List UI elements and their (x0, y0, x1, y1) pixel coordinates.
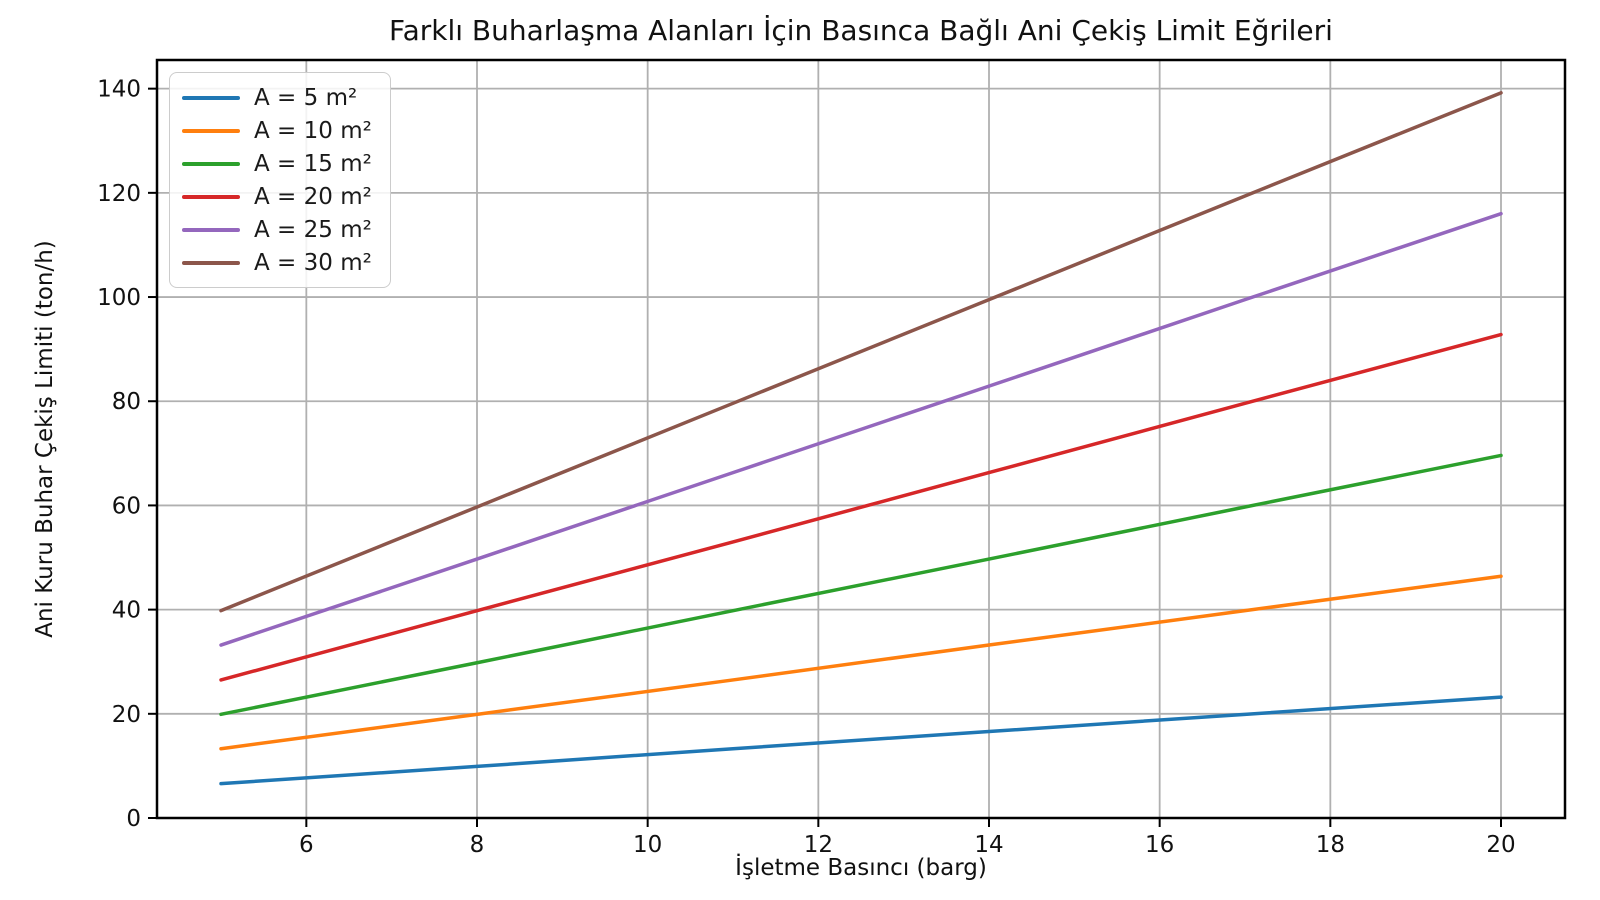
legend-entry: A = 5 m² (182, 81, 372, 114)
x-tick-label: 14 (974, 832, 1003, 858)
x-tick-label: 16 (1145, 832, 1174, 858)
legend-entry: A = 15 m² (182, 147, 372, 180)
legend-label: A = 15 m² (254, 150, 372, 177)
legend-label: A = 30 m² (254, 249, 372, 276)
y-tick-label: 20 (112, 702, 141, 728)
x-tick-label: 12 (804, 832, 833, 858)
legend-line-swatch (182, 260, 240, 265)
legend-entry: A = 20 m² (182, 180, 372, 213)
x-tick-label: 8 (470, 832, 485, 858)
legend: A = 5 m² A = 10 m² A = 15 m² A = 20 m² A = 2… (169, 72, 391, 288)
legend-line-swatch (182, 194, 240, 199)
series-line (219, 574, 1503, 751)
y-axis-label: Ani Kuru Buhar Çekiş Limiti (ton/h) (32, 240, 58, 638)
series-line (219, 695, 1503, 786)
series-line (219, 211, 1503, 647)
y-tick-label: 60 (112, 493, 141, 519)
chart-title: Farklı Buharlaşma Alanları İçin Basınca … (389, 14, 1333, 47)
y-tick-label: 40 (112, 598, 141, 624)
legend-label: A = 25 m² (254, 216, 372, 243)
y-tick-label: 0 (126, 806, 141, 832)
series-line (219, 91, 1503, 613)
legend-entry: A = 30 m² (182, 246, 372, 279)
plot-spines (155, 58, 1567, 820)
x-tick-label: 18 (1316, 832, 1345, 858)
x-tick-label: 6 (299, 832, 314, 858)
legend-label: A = 5 m² (254, 84, 358, 111)
legend-line-swatch (182, 128, 240, 133)
y-tick-label: 100 (97, 285, 141, 311)
legend-line-swatch (182, 227, 240, 232)
y-tick-label: 120 (97, 181, 141, 207)
y-tick-label: 80 (112, 389, 141, 415)
x-axis-label: İşletme Basıncı (barg) (735, 855, 987, 881)
legend-entry: A = 10 m² (182, 114, 372, 147)
legend-label: A = 20 m² (254, 183, 372, 210)
legend-line-swatch (182, 161, 240, 166)
legend-label: A = 10 m² (254, 117, 372, 144)
series-line (219, 332, 1503, 682)
legend-entry: A = 25 m² (182, 213, 372, 246)
y-tick-label: 140 (97, 77, 141, 103)
series-line (219, 453, 1503, 717)
x-tick-label: 10 (633, 832, 662, 858)
x-tick-label: 20 (1486, 832, 1515, 858)
legend-line-swatch (182, 95, 240, 100)
